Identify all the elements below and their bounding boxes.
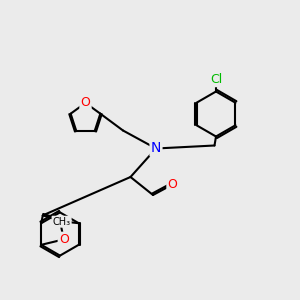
Text: O: O [81,96,90,110]
Text: O: O [168,178,177,191]
Text: Cl: Cl [210,73,222,86]
Text: N: N [151,142,161,155]
Text: O: O [59,233,69,246]
Text: CH₃: CH₃ [52,217,71,227]
